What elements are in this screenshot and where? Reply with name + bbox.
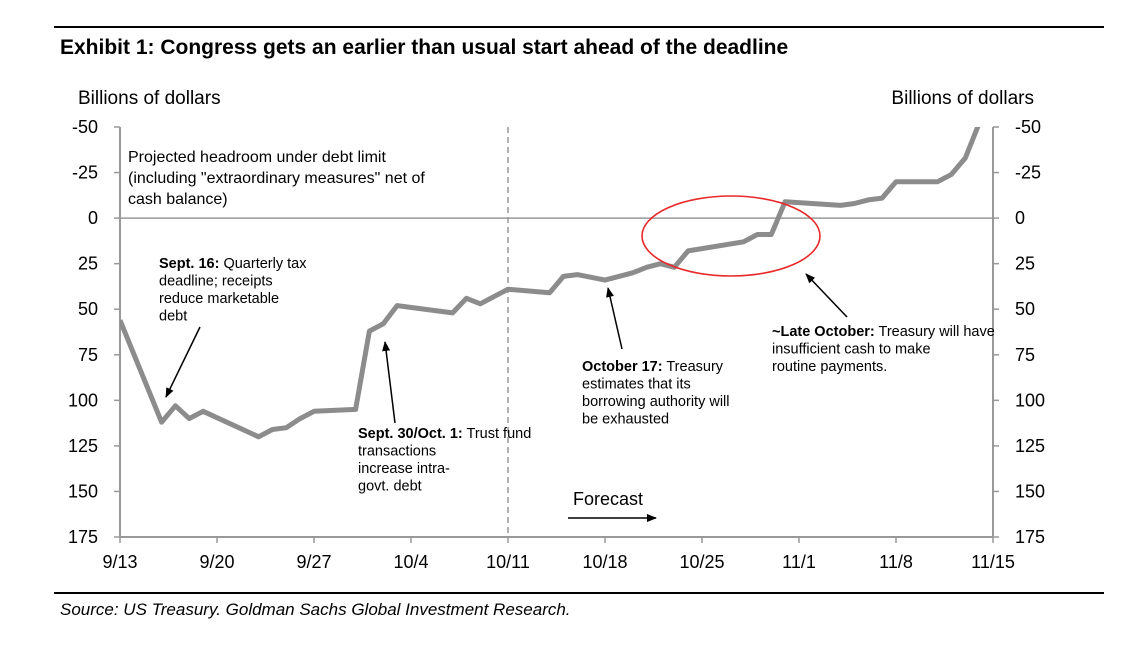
forecast-label: Forecast: [573, 489, 643, 509]
y-tick-label-right: 125: [1015, 436, 1045, 456]
y-tick-label-left: 25: [78, 254, 98, 274]
y-axis-label-right: Billions of dollars: [891, 88, 1034, 109]
series-group: [120, 127, 981, 440]
annotation-arrow: [606, 287, 623, 350]
annotation-line: estimates that its: [582, 377, 691, 393]
x-tick-label: 11/15: [971, 552, 1015, 572]
annotation-text: ~Late October: Treasury will have insuffi…: [772, 324, 995, 375]
x-tick-label: 10/18: [582, 552, 627, 572]
top-rule: [54, 26, 1104, 28]
annotation-line: Trust fund: [463, 426, 532, 442]
y-tick-label-left: 50: [78, 299, 98, 319]
annotation-line: be exhausted: [582, 412, 669, 428]
y-tick-label-left: 125: [68, 436, 98, 456]
annotation-line: borrowing authority will: [582, 394, 729, 410]
annotation-line: insufficient cash to make: [772, 342, 931, 358]
source-note: Source: US Treasury. Goldman Sachs Globa…: [60, 600, 571, 619]
annotation-text: October 17: Treasury estimates that its bo…: [582, 359, 729, 428]
highlight-ellipse: [641, 195, 821, 277]
x-tick-label: 9/27: [296, 552, 331, 572]
y-tick-label-right: 175: [1015, 527, 1045, 547]
y-tick-label-right: -50: [1015, 117, 1041, 137]
annotations: Forecast Sept. 16: Quarterly tax deadline;…: [159, 195, 995, 522]
y-tick-label-left: 150: [68, 481, 98, 501]
x-tick-label: 9/20: [199, 552, 234, 572]
tick-labels: -50 -50 -25 -25 0 0 25 25 50 50 75 75 100 100 125 125 15…: [68, 117, 1045, 572]
x-tick-label: 10/11: [486, 552, 530, 572]
y-tick-label-right: 0: [1015, 208, 1025, 228]
annotation-line: increase intra-: [358, 461, 450, 477]
annotation-arrow: [805, 273, 848, 318]
inset-label: Projected headroom under debt limit (incl…: [128, 149, 425, 208]
x-tick-label: 11/1: [782, 552, 816, 572]
annotation-line: govt. debt: [358, 479, 422, 495]
annotation-arrow: [382, 341, 396, 424]
annotation-line: deadline; receipts: [159, 274, 273, 290]
annotation-text: Sept. 30/Oct. 1: Trust fund transactions i…: [358, 426, 531, 495]
annotation-bold: ~Late October:: [772, 324, 875, 340]
y-tick-label-right: 25: [1015, 254, 1035, 274]
annotation-bold: October 17:: [582, 359, 663, 375]
inset-label-line: (including "extraordinary measures" net …: [128, 170, 425, 187]
inset-label-line: Projected headroom under debt limit: [128, 149, 386, 166]
x-tick-label: 9/13: [102, 552, 137, 572]
x-tick-label: 10/25: [679, 552, 724, 572]
headroom-series-line: [120, 127, 981, 440]
y-tick-label-right: 50: [1015, 299, 1035, 319]
annotation-line: routine payments.: [772, 359, 887, 375]
y-tick-label-left: -25: [72, 163, 98, 183]
annotation-bold: Sept. 16:: [159, 256, 219, 272]
annotation-line: Treasury will have: [875, 324, 995, 340]
annotation-bold: Sept. 30/Oct. 1:: [358, 426, 463, 442]
y-tick-label-left: 175: [68, 527, 98, 547]
x-tick-label: 11/8: [879, 552, 913, 572]
annotation-line: Treasury: [663, 359, 724, 375]
x-tick-label: 10/4: [393, 552, 428, 572]
y-tick-label-right: 75: [1015, 345, 1035, 365]
y-tick-label-right: 100: [1015, 390, 1045, 410]
y-axis-label-left: Billions of dollars: [78, 88, 221, 109]
annotation-line: reduce marketable: [159, 291, 279, 307]
annotation-line: Quarterly tax: [219, 256, 307, 272]
y-tick-label-left: 0: [88, 208, 98, 228]
y-tick-label-left: 100: [68, 390, 98, 410]
axes: [119, 127, 994, 538]
annotation-text: Sept. 16: Quarterly tax deadline; receipt…: [159, 256, 307, 325]
annotation-line: transactions: [358, 444, 436, 460]
y-tick-label-right: -25: [1015, 163, 1041, 183]
y-tick-label-left: -50: [72, 117, 98, 137]
y-tick-label-left: 75: [78, 345, 98, 365]
annotation-line: debt: [159, 309, 187, 325]
bottom-rule: [54, 592, 1104, 594]
chart-title: Exhibit 1: Congress gets an earlier than…: [60, 36, 789, 59]
y-tick-label-right: 150: [1015, 481, 1045, 501]
inset-label-line: cash balance): [128, 191, 228, 208]
annotation-arrow: [165, 326, 201, 398]
